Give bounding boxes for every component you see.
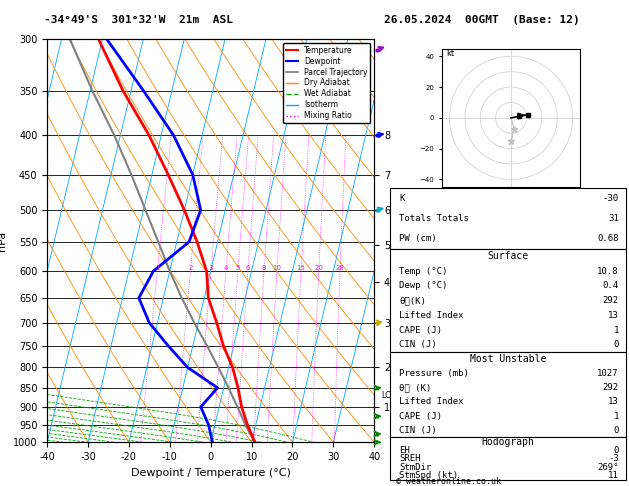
Text: -3: -3 <box>608 454 619 463</box>
Legend: Temperature, Dewpoint, Parcel Trajectory, Dry Adiabat, Wet Adiabat, Isotherm, Mi: Temperature, Dewpoint, Parcel Trajectory… <box>283 43 370 123</box>
Y-axis label: hPa: hPa <box>0 230 8 251</box>
Text: 1: 1 <box>613 412 619 421</box>
Text: 31: 31 <box>608 214 619 223</box>
Text: -34°49'S  301°32'W  21m  ASL: -34°49'S 301°32'W 21m ASL <box>44 15 233 25</box>
Text: 0.4: 0.4 <box>603 281 619 290</box>
Text: 1: 1 <box>155 265 160 271</box>
Text: 13: 13 <box>608 311 619 320</box>
Text: 11: 11 <box>608 471 619 480</box>
Text: 0: 0 <box>613 341 619 349</box>
Text: 8: 8 <box>262 265 266 271</box>
Text: -30: -30 <box>603 194 619 203</box>
Text: 6: 6 <box>246 265 250 271</box>
Text: Lifted Index: Lifted Index <box>399 398 464 406</box>
Text: 1: 1 <box>613 326 619 335</box>
Text: kt: kt <box>447 49 455 58</box>
Text: LCL: LCL <box>381 391 394 400</box>
Text: Pressure (mb): Pressure (mb) <box>399 369 469 378</box>
Text: 269°: 269° <box>598 463 619 472</box>
Text: Lifted Index: Lifted Index <box>399 311 464 320</box>
Text: © weatheronline.co.uk: © weatheronline.co.uk <box>396 477 501 486</box>
Text: Totals Totals: Totals Totals <box>399 214 469 223</box>
Text: 0.68: 0.68 <box>598 234 619 243</box>
Text: 2: 2 <box>188 265 192 271</box>
Text: StmSpd (kt): StmSpd (kt) <box>399 471 459 480</box>
Text: 20: 20 <box>314 265 323 271</box>
X-axis label: Dewpoint / Temperature (°C): Dewpoint / Temperature (°C) <box>131 468 291 478</box>
Text: 4: 4 <box>224 265 228 271</box>
Text: 10.8: 10.8 <box>598 266 619 276</box>
Text: Temp (°C): Temp (°C) <box>399 266 448 276</box>
Text: CIN (J): CIN (J) <box>399 426 437 435</box>
Text: CIN (J): CIN (J) <box>399 341 437 349</box>
Text: θᴄ(K): θᴄ(K) <box>399 296 426 305</box>
Text: PW (cm): PW (cm) <box>399 234 437 243</box>
Text: 10: 10 <box>272 265 281 271</box>
Text: 5: 5 <box>236 265 240 271</box>
Text: SREH: SREH <box>399 454 421 463</box>
Text: 0: 0 <box>613 426 619 435</box>
Text: CAPE (J): CAPE (J) <box>399 412 442 421</box>
Y-axis label: km
ASL: km ASL <box>408 231 423 250</box>
Text: 28: 28 <box>335 265 345 271</box>
Text: 26.05.2024  00GMT  (Base: 12): 26.05.2024 00GMT (Base: 12) <box>384 15 579 25</box>
Text: Most Unstable: Most Unstable <box>470 354 546 364</box>
Text: 292: 292 <box>603 296 619 305</box>
Text: Hodograph: Hodograph <box>481 437 535 447</box>
Text: CAPE (J): CAPE (J) <box>399 326 442 335</box>
Text: StmDir: StmDir <box>399 463 431 472</box>
Text: EH: EH <box>399 446 410 455</box>
Text: Surface: Surface <box>487 251 528 261</box>
Text: 15: 15 <box>297 265 306 271</box>
Text: 292: 292 <box>603 383 619 392</box>
Text: 13: 13 <box>608 398 619 406</box>
Text: θᴄ (K): θᴄ (K) <box>399 383 431 392</box>
Text: 3: 3 <box>209 265 213 271</box>
Text: 0: 0 <box>613 446 619 455</box>
Text: Dewp (°C): Dewp (°C) <box>399 281 448 290</box>
Text: 1027: 1027 <box>598 369 619 378</box>
Text: K: K <box>399 194 405 203</box>
